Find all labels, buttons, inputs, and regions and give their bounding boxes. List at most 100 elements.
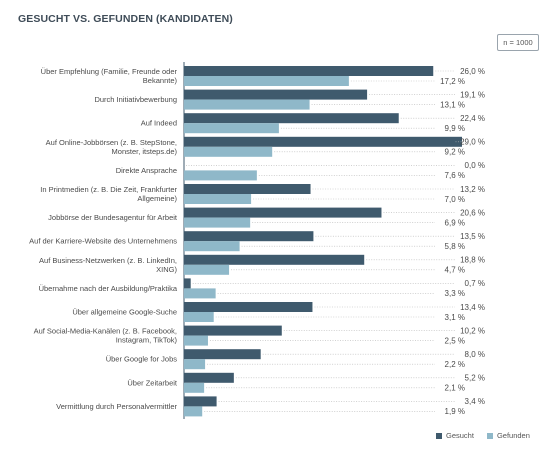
value-label-gesucht: 13,5 % — [460, 232, 485, 241]
value-label-gesucht: 5,2 % — [465, 374, 485, 383]
bar-gefunden — [184, 406, 203, 417]
bar-gefunden — [184, 335, 208, 346]
category-label-line: Durch Initiativbewerbung — [94, 95, 177, 104]
category-label-line: Auf Business-Netzwerken (z. B. LinkedIn, — [39, 256, 177, 265]
bar-gefunden — [184, 170, 257, 181]
chart-title: GESUCHT VS. GEFUNDEN (KANDIDATEN) — [18, 13, 233, 25]
value-label-gefunden: 9,9 % — [445, 124, 465, 133]
legend-item-gesucht: Gesucht — [436, 431, 474, 440]
bar-gesucht — [184, 136, 462, 147]
category-label-line: Instagram, TikTok) — [116, 336, 178, 345]
bar-gesucht — [184, 325, 282, 336]
category-label: Über allgemeine Google-Suche — [72, 308, 177, 317]
bar-gefunden — [184, 123, 279, 134]
legend-swatch-gefunden — [486, 432, 493, 439]
legend-item-gefunden: Gefunden — [486, 431, 530, 440]
category-label-line: Direkte Ansprache — [116, 166, 177, 175]
value-label-gefunden: 17,2 % — [440, 77, 465, 86]
value-label-gefunden: 4,7 % — [445, 266, 465, 275]
value-label-gesucht: 13,2 % — [460, 185, 485, 194]
legend: Gesucht Gefunden — [436, 431, 538, 440]
category-label: Direkte Ansprache — [116, 166, 177, 175]
value-label-gefunden: 9,2 % — [445, 148, 465, 157]
value-label-gesucht: 18,8 % — [460, 256, 485, 265]
category-label-line: Allgemeine) — [137, 194, 177, 203]
bar-gesucht — [184, 396, 217, 407]
bar-gesucht — [184, 349, 261, 360]
bar-gesucht — [184, 184, 311, 194]
category-label-line: Auf Social-Media-Kanälen (z. B. Facebook… — [34, 327, 177, 336]
category-label: Über Zeitarbeit — [127, 378, 178, 387]
value-label-gesucht: 13,4 % — [460, 303, 485, 312]
value-label-gesucht: 0,0 % — [465, 161, 485, 170]
value-label-gesucht: 20,6 % — [460, 208, 485, 217]
category-label-line: Auf der Karriere-Website des Unternehmen… — [29, 237, 177, 246]
bar-gesucht — [184, 113, 399, 124]
value-label-gefunden: 6,9 % — [445, 218, 465, 227]
bar-gesucht — [184, 231, 314, 242]
bar-gefunden — [184, 99, 310, 110]
value-label-gefunden: 3,3 % — [445, 289, 465, 298]
category-label-line: Vermittlung durch Personalvermittler — [56, 402, 177, 411]
category-label: Vermittlung durch Personalvermittler — [56, 402, 177, 411]
category-label-line: Auf Indeed — [141, 119, 177, 128]
category-label: Auf der Karriere-Website des Unternehmen… — [29, 237, 177, 246]
bar-gesucht — [184, 207, 382, 218]
bar-gefunden — [184, 76, 349, 86]
value-label-gefunden: 2,2 % — [445, 360, 465, 369]
bar-gefunden — [184, 146, 273, 157]
bar-gesucht — [184, 254, 365, 265]
bar-gefunden — [184, 312, 214, 322]
value-label-gesucht: 26,0 % — [460, 67, 485, 76]
bar-gefunden — [184, 264, 230, 275]
value-label-gefunden: 7,0 % — [445, 195, 465, 204]
category-label-line: Über Zeitarbeit — [127, 378, 178, 387]
category-label: Übernahme nach der Ausbildung/Praktika — [39, 284, 178, 293]
category-label-line: Jobbörse der Bundesagentur für Arbeit — [48, 213, 178, 222]
category-label: Jobbörse der Bundesagentur für Arbeit — [48, 213, 178, 222]
bar-gefunden — [184, 382, 205, 393]
value-label-gefunden: 1,9 % — [445, 407, 465, 416]
bar-gesucht — [184, 302, 313, 312]
category-label-line: Auf Online-Jobbörsen (z. B. StepStone, — [46, 138, 177, 147]
value-label-gefunden: 2,1 % — [445, 384, 465, 393]
bar-gefunden — [184, 194, 252, 204]
category-label: Auf Business-Netzwerken (z. B. LinkedIn,… — [39, 256, 177, 274]
value-label-gesucht: 3,4 % — [465, 397, 485, 406]
legend-label-gesucht: Gesucht — [446, 431, 474, 440]
bar-gefunden — [184, 359, 206, 370]
category-label: Über Google for Jobs — [106, 355, 178, 364]
value-label-gesucht: 19,1 % — [460, 90, 485, 99]
value-label-gesucht: 0,7 % — [465, 279, 485, 288]
value-label-gefunden: 3,1 % — [445, 313, 465, 322]
sample-size-badge: n = 1000 — [497, 34, 539, 51]
category-label-line: In Printmedien (z. B. Die Zeit, Frankfur… — [40, 185, 177, 194]
category-label-line: Über allgemeine Google-Suche — [72, 308, 177, 317]
value-label-gesucht: 29,0 % — [460, 138, 485, 147]
category-label-line: Über Empfehlung (Familie, Freunde oder — [41, 67, 178, 76]
value-label-gefunden: 7,6 % — [445, 171, 465, 180]
bar-gesucht — [184, 66, 434, 76]
category-label: Auf Online-Jobbörsen (z. B. StepStone, Mo… — [46, 138, 178, 156]
category-label-line: Über Google for Jobs — [106, 355, 178, 364]
bar-gesucht — [184, 372, 234, 383]
bar-gefunden — [184, 288, 216, 299]
category-label-line: XING) — [156, 265, 177, 274]
category-label-line: Bekannte) — [143, 76, 178, 85]
category-label: Auf Social-Media-Kanälen (z. B. Facebook… — [34, 327, 178, 345]
category-label: Auf Indeed — [141, 119, 177, 128]
value-label-gesucht: 8,0 % — [465, 350, 485, 359]
category-label: Über Empfehlung (Familie, Freunde oder Be… — [41, 67, 178, 85]
value-label-gefunden: 2,5 % — [445, 336, 465, 345]
value-label-gefunden: 13,1 % — [440, 100, 465, 109]
bar-gefunden — [184, 241, 240, 252]
category-label: Durch Initiativbewerbung — [94, 95, 177, 104]
bar-gefunden — [184, 217, 251, 228]
category-label-line: Monster, itsteps.de) — [112, 147, 178, 156]
legend-label-gefunden: Gefunden — [496, 431, 530, 440]
category-label-line: Übernahme nach der Ausbildung/Praktika — [39, 284, 178, 293]
value-label-gefunden: 5,8 % — [445, 242, 465, 251]
bar-gesucht — [184, 278, 191, 289]
bar-gesucht — [184, 89, 368, 100]
